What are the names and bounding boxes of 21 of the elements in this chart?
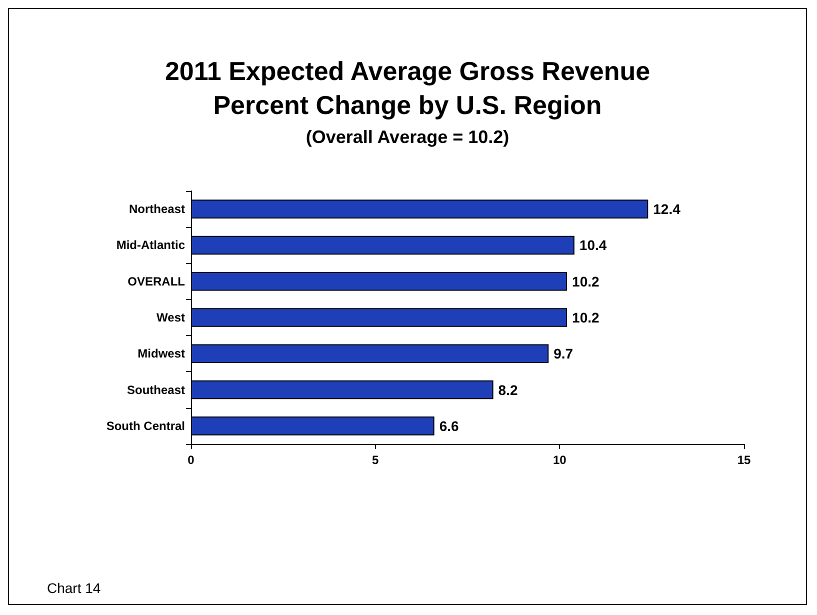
y-tick-label: Northeast xyxy=(128,202,185,216)
data-label: 10.2 xyxy=(572,310,600,326)
chart-title: 2011 Expected Average Gross Revenue Percent Change by U.S. Region xyxy=(164,56,650,120)
data-label: 9.7 xyxy=(554,346,574,362)
caption: Chart 14 xyxy=(47,580,101,596)
y-tick-label: OVERALL xyxy=(128,274,185,288)
x-tick-label: 10 xyxy=(552,453,567,467)
x-tick-label: 0 xyxy=(188,453,195,467)
data-label: 10.2 xyxy=(572,273,600,290)
data-label: 8.2 xyxy=(498,382,518,398)
data-label: 10.4 xyxy=(579,237,607,254)
data-label: 12.4 xyxy=(653,201,681,218)
x-tick-label: 5 xyxy=(372,453,379,467)
y-tick-label: Mid-Atlantic xyxy=(116,238,186,252)
x-tick-label: 15 xyxy=(737,453,751,467)
y-tick-label: West xyxy=(156,310,186,324)
y-tick-label: South Central xyxy=(106,418,185,433)
data-label: 6.6 xyxy=(439,418,459,434)
y-tick-label: Midwest xyxy=(138,346,185,361)
y-tick-label: Southeast xyxy=(126,382,185,397)
chart-subtitle: (Overall Average = 10.2) xyxy=(306,127,510,147)
